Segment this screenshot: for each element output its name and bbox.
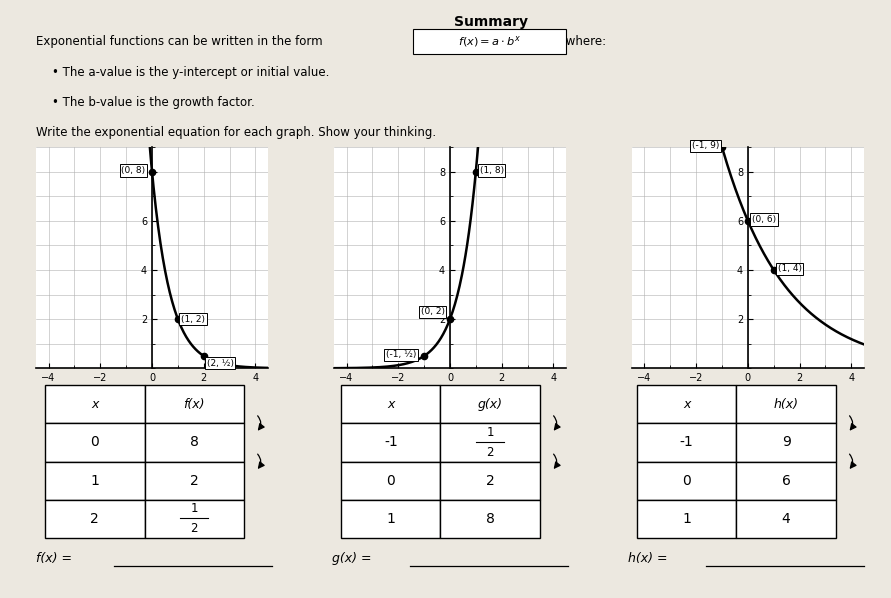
Bar [737,423,836,462]
Text: (1, 8): (1, 8) [479,166,503,175]
Bar [45,423,144,462]
Text: g(x) =: g(x) = [331,552,371,565]
Text: 2: 2 [486,474,495,488]
Text: 2: 2 [486,446,494,459]
Text: 1: 1 [486,426,494,439]
Text: 1: 1 [191,502,198,515]
Text: -1: -1 [680,435,693,450]
Text: Write the exponential equation for each graph. Show your thinking.: Write the exponential equation for each … [36,126,436,139]
Bar [440,423,540,462]
Text: 1: 1 [683,512,691,526]
Text: h(x) =: h(x) = [627,552,667,565]
Text: -1: -1 [384,435,397,450]
Bar [45,385,144,423]
Bar [144,423,244,462]
Text: Summary: Summary [454,15,528,29]
Bar [144,500,244,538]
Text: (0, 8): (0, 8) [121,166,145,175]
Text: 2: 2 [190,474,199,488]
Text: $f(x) = a \cdot b^x$: $f(x) = a \cdot b^x$ [458,34,521,49]
Bar [637,462,737,500]
Bar [341,423,440,462]
Text: g(x): g(x) [478,398,503,411]
Text: f(x) =: f(x) = [36,552,71,565]
Text: Exponential functions can be written in the form: Exponential functions can be written in … [36,35,326,48]
Text: x: x [387,398,395,411]
Bar [341,500,440,538]
Text: (-1, ½): (-1, ½) [386,350,416,359]
Text: f(x): f(x) [184,398,205,411]
Bar [637,500,737,538]
Bar [45,500,144,538]
Bar [144,385,244,423]
Text: 0: 0 [91,435,99,450]
Bar [737,385,836,423]
Bar [440,462,540,500]
Text: x: x [683,398,691,411]
Text: 1: 1 [90,474,99,488]
Text: 8: 8 [486,512,495,526]
Text: (1, 2): (1, 2) [181,315,205,324]
Bar [440,500,540,538]
Text: 4: 4 [781,512,790,526]
Text: • The b-value is the growth factor.: • The b-value is the growth factor. [53,96,255,109]
Bar [637,423,737,462]
Text: • The a-value is the y-intercept or initial value.: • The a-value is the y-intercept or init… [53,66,330,80]
FancyBboxPatch shape [413,29,566,54]
Text: where:: where: [562,35,606,48]
Text: (1, 4): (1, 4) [778,264,802,273]
Bar [341,462,440,500]
Text: h(x): h(x) [773,398,798,411]
Text: 8: 8 [190,435,199,450]
Text: (-1, 9): (-1, 9) [692,141,719,151]
Text: x: x [91,398,99,411]
Text: 0: 0 [387,474,395,488]
Text: 1: 1 [387,512,396,526]
Bar [341,385,440,423]
Text: 9: 9 [781,435,790,450]
Bar [737,500,836,538]
Text: 2: 2 [191,522,198,535]
Text: 2: 2 [91,512,99,526]
Bar [440,385,540,423]
Text: (0, 6): (0, 6) [752,215,776,224]
Text: 0: 0 [683,474,691,488]
Text: 6: 6 [781,474,790,488]
Bar [45,462,144,500]
Bar [637,385,737,423]
Text: (2, ½): (2, ½) [207,359,233,368]
Text: (0, 2): (0, 2) [421,307,445,316]
Bar [144,462,244,500]
Bar [737,462,836,500]
